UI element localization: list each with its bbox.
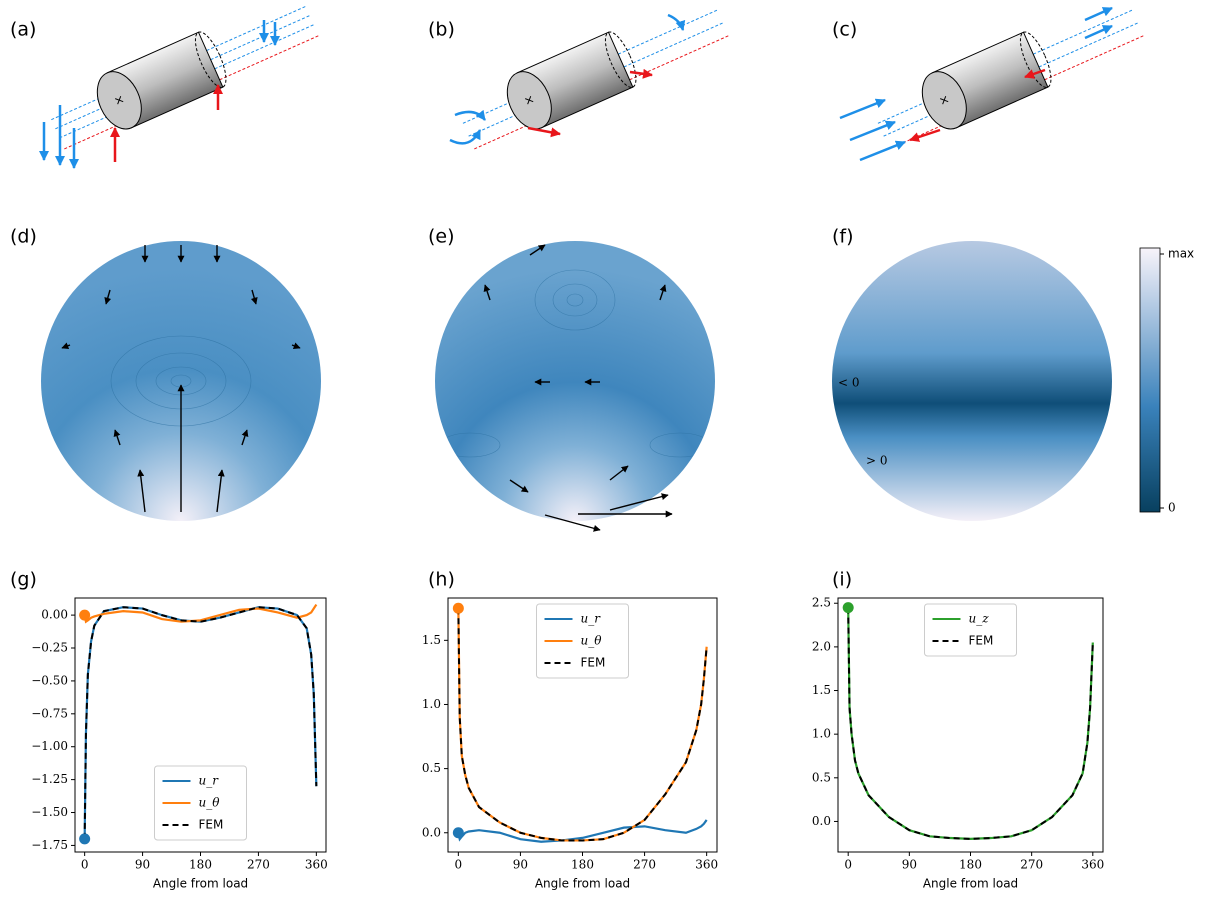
field-d [41,241,321,521]
x-tick-label: 90 [135,858,150,872]
x-tick-label: 270 [247,858,270,872]
panel-label: (g) [10,569,37,591]
panel-label: (c) [832,19,857,41]
cylinder-c: × [868,0,1148,156]
panel-label: (e) [428,226,455,248]
y-tick-label: 0.0 [422,825,441,839]
x-tick-label: 180 [571,858,594,872]
y-tick-label: −0.25 [31,641,68,655]
x-tick-label: 270 [1020,858,1043,872]
x-tick-label: 0 [455,858,463,872]
line-chart: 0.0 0.5 1.0 1.5 2.0 2.5 0 90 180 270 360 Angle from… [812,596,1104,891]
x-axis-label: Angle from load [153,877,248,891]
x-tick-label: 0 [81,858,89,872]
colorbar: max 0 [1140,247,1194,515]
endpoint-marker [79,833,90,844]
y-tick-label: −1.00 [31,739,68,753]
panel-label: (h) [428,569,455,591]
x-tick-label: 360 [695,858,718,872]
legend-label: u_z [969,612,990,626]
panel-label: (b) [428,19,455,41]
y-tick-label: −0.75 [31,706,68,720]
y-tick-label: −1.25 [31,772,68,786]
cylinder-a: × [43,0,323,156]
y-tick-label: 2.0 [812,639,831,653]
legend-label: u_r [199,774,220,788]
legend-label: u_r [581,612,602,626]
y-tick-label: −1.50 [31,805,68,819]
y-tick-label: 1.5 [422,633,441,647]
legend-label: FEM [199,818,224,832]
panel-label: (a) [10,19,36,41]
endpoint-marker [453,603,464,614]
endpoint-marker [843,602,854,613]
colorbar-label: max [1168,247,1194,261]
x-axis-label: Angle from load [923,877,1018,891]
series-line [458,820,706,842]
cylinder-b: × [453,0,733,156]
legend-label: u_θ [199,796,221,810]
y-tick-label: −1.75 [31,838,68,852]
field-f: < 0 > 0 [832,241,1112,521]
y-tick-label: 2.5 [812,596,831,610]
line-chart: −1.75 −1.50 −1.25 −1.00 −0.75 −0.50 −0.25 0.00 0… [31,598,328,891]
x-tick-label: 90 [513,858,528,872]
colorbar-label: 0 [1168,501,1176,515]
endpoint-marker [79,610,90,621]
x-tick-label: 360 [1081,858,1104,872]
field-e [435,241,715,530]
x-tick-label: 270 [633,858,656,872]
y-tick-label: 0.5 [812,770,831,784]
y-tick-label: 0.0 [812,814,831,828]
y-tick-label: −0.50 [31,673,68,687]
x-tick-label: 180 [189,858,212,872]
y-tick-label: 1.5 [812,683,831,697]
panel-label: (f) [832,226,854,248]
x-tick-label: 90 [902,858,917,872]
x-axis-label: Angle from load [535,877,630,891]
panel-label: (i) [832,569,852,591]
x-tick-label: 0 [844,858,852,872]
x-tick-label: 360 [305,858,328,872]
panel-label: (d) [10,226,37,248]
annotation: > 0 [866,454,888,468]
endpoint-marker [453,827,464,838]
annotation: < 0 [838,376,860,390]
figure: × × × [0,0,1212,902]
legend-label: u_θ [581,634,603,648]
legend-label: FEM [969,634,994,648]
y-tick-label: 1.0 [422,697,441,711]
line-chart: 0.0 0.5 1.0 1.5 0 90 180 270 360 Angle from load u… [422,598,718,891]
legend-label: FEM [581,656,606,670]
x-tick-label: 180 [959,858,982,872]
y-tick-label: 1.0 [812,727,831,741]
y-tick-label: 0.5 [422,761,441,775]
y-tick-label: 0.00 [41,608,68,622]
